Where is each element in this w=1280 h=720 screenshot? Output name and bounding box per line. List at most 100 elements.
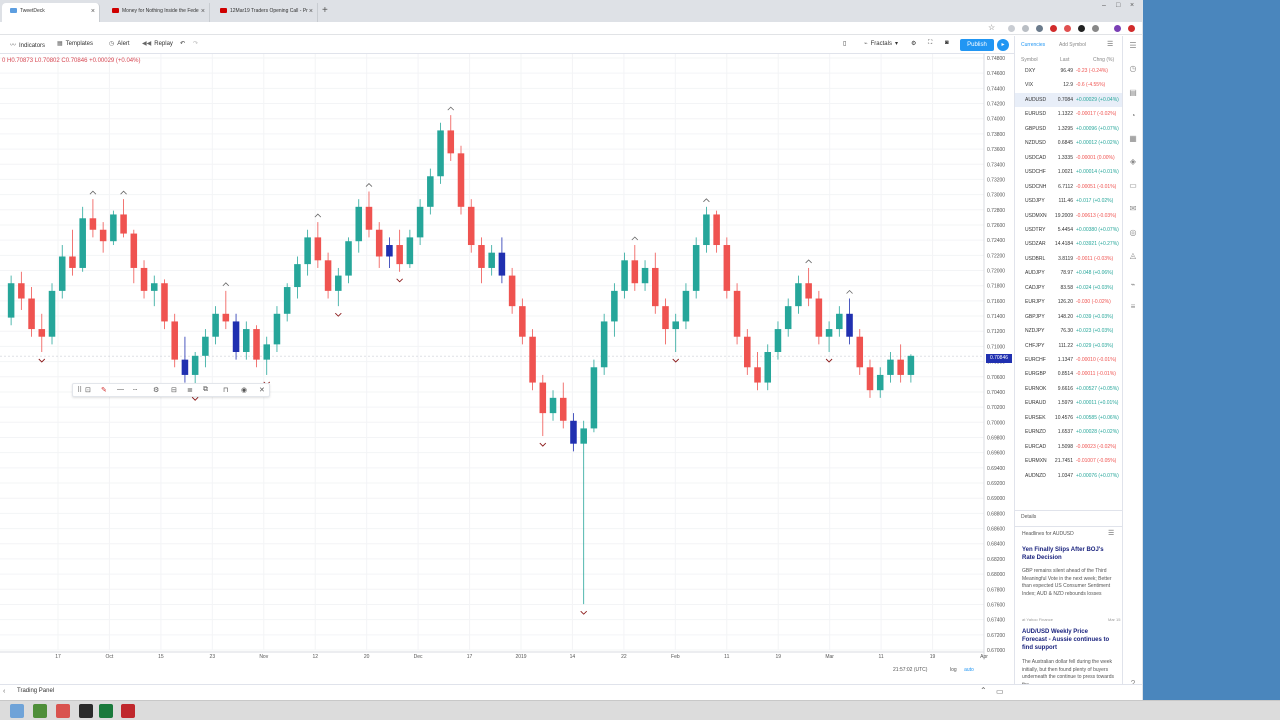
redo-button[interactable]: ↷: [193, 41, 199, 47]
column-last[interactable]: Last: [1060, 57, 1070, 63]
pencil-icon[interactable]: ✎: [101, 387, 107, 394]
watchlist-row[interactable]: EURNZD 1.6537 +0.00028 (+0.02%): [1015, 425, 1123, 439]
minimize-window-icon[interactable]: –: [1102, 2, 1106, 9]
watchlist-row[interactable]: AUDJPY 78.97 +0.048 (+0.06%): [1015, 266, 1123, 280]
visibility-eye-icon[interactable]: ◉: [241, 387, 248, 394]
details-toggle[interactable]: Details: [1015, 510, 1123, 522]
line-style-icon[interactable]: ┄: [133, 387, 138, 394]
watchlist-row[interactable]: EURGBP 0.8514 -0.00011 (-0.01%): [1015, 367, 1123, 381]
settings-gear-icon[interactable]: ⚙: [153, 387, 160, 394]
ideas-bulb-icon[interactable]: ◈: [1129, 157, 1137, 166]
taskbar-app-icon[interactable]: [10, 704, 24, 718]
browser-tab-tweetdeck[interactable]: TweetDeck ×: [2, 3, 100, 22]
extension-icon[interactable]: [1078, 25, 1085, 32]
close-tab-icon[interactable]: ×: [90, 8, 95, 15]
notifications-bell-icon[interactable]: ◬: [1129, 251, 1137, 260]
watchlist-row[interactable]: EURAUD 1.5979 +0.00011 (+0.01%): [1015, 396, 1123, 410]
browser-tab-money-for-nothing[interactable]: Money for Nothing Inside the Fede ×: [104, 3, 210, 22]
publish-button[interactable]: Publish: [960, 39, 994, 51]
taskbar-app-icon[interactable]: [33, 704, 47, 718]
watchlist-row[interactable]: USDMXN 19.2009 -0.00613 (-0.03%): [1015, 209, 1123, 223]
chevron-up-icon[interactable]: ⌃: [980, 686, 987, 695]
menu-icon[interactable]: ☰: [1107, 41, 1114, 48]
templates-button[interactable]: ▦ Templates: [57, 40, 93, 47]
close-tab-icon[interactable]: ×: [200, 8, 205, 15]
extension-icon[interactable]: [1008, 25, 1015, 32]
messages-icon[interactable]: ✉: [1129, 204, 1137, 213]
hotlist-icon[interactable]: ◔: [1130, 111, 1136, 120]
extension-icon[interactable]: [1050, 25, 1057, 32]
watchlist-row[interactable]: EURCAD 1.5098 -0.00023 (-0.02%): [1015, 440, 1123, 454]
fullscreen-icon[interactable]: ⛶: [928, 40, 933, 46]
close-tab-icon[interactable]: ×: [308, 8, 313, 15]
alert-button[interactable]: ◷ Alert: [109, 40, 130, 47]
indicators-button[interactable]: 〰 Indicators: [10, 40, 45, 49]
watchlist-row[interactable]: EURNOK 9.6616 +0.00527 (+0.05%): [1015, 382, 1123, 396]
replay-button[interactable]: ◀◀ Replay: [142, 40, 173, 47]
chat-icon[interactable]: ▭: [1129, 181, 1137, 190]
trash-icon[interactable]: ✕: [259, 387, 265, 394]
extension-icon[interactable]: [1036, 25, 1043, 32]
column-change[interactable]: Chng (%): [1093, 57, 1115, 63]
taskbar-app-icon[interactable]: [121, 704, 135, 718]
clone-icon[interactable]: ⧉: [203, 386, 208, 393]
watchlist-row[interactable]: VIX 12.9 -0.6 (-4.55%): [1015, 78, 1123, 92]
layout-icon[interactable]: ▯: [843, 41, 847, 47]
watchlist-row[interactable]: USDZAR 14.4184 +0.03921 (+0.27%): [1015, 237, 1123, 251]
settings-gear-icon[interactable]: ⚙: [911, 41, 917, 47]
object-tree-icon[interactable]: ⊟: [171, 387, 177, 394]
alerts-clock-icon[interactable]: ◷: [1129, 64, 1137, 73]
drag-handle-icon[interactable]: ⠿: [77, 387, 83, 394]
calendar-icon[interactable]: ▦: [1129, 134, 1137, 143]
watchlist-row[interactable]: USDBRL 3.8119 -0.0011 (-0.03%): [1015, 252, 1123, 266]
watchlist-tab-currencies[interactable]: Currencies: [1021, 42, 1046, 48]
maximize-window-icon[interactable]: □: [1116, 2, 1121, 9]
data-window-icon[interactable]: ▤: [1129, 88, 1137, 97]
column-symbol[interactable]: Symbol: [1021, 57, 1038, 63]
template-icon[interactable]: ⊡: [85, 387, 91, 394]
streams-icon[interactable]: ◎: [1129, 228, 1137, 237]
extension-icon[interactable]: [1064, 25, 1071, 32]
watchlist-row[interactable]: DXY 96.49 -0.23 (-0.24%): [1015, 64, 1123, 78]
watchlist-row[interactable]: NZDUSD 0.6845 +0.00012 (+0.02%): [1015, 136, 1123, 150]
undo-button[interactable]: ↶: [180, 41, 186, 47]
taskbar-app-icon[interactable]: [99, 704, 113, 718]
taskbar-app-icon[interactable]: [79, 704, 93, 718]
lock-icon[interactable]: ⊓: [223, 387, 229, 394]
profile-avatar[interactable]: [1114, 25, 1121, 32]
auto-scale-toggle[interactable]: auto: [964, 667, 974, 673]
watchlist-row[interactable]: NZDJPY 76.30 +0.023 (+0.03%): [1015, 324, 1123, 338]
extension-icon[interactable]: [1092, 25, 1099, 32]
camera-icon[interactable]: ◙: [945, 40, 949, 46]
add-symbol-button[interactable]: Add Symbol: [1059, 42, 1086, 48]
watchlist-row[interactable]: USDTRY 5.4454 +0.00380 (+0.07%): [1015, 223, 1123, 237]
watchlist-row[interactable]: USDCNH 6.7112 -0.00051 (-0.01%): [1015, 180, 1123, 194]
log-scale-toggle[interactable]: log: [950, 667, 957, 673]
watchlist-row[interactable]: EURJPY 126.20 -0.030 (-0.02%): [1015, 295, 1123, 309]
watchlist-row[interactable]: GBPUSD 1.3295 +0.00096 (+0.07%): [1015, 122, 1123, 136]
line-width-icon[interactable]: —: [117, 386, 124, 393]
watchlist-row[interactable]: AUDNZD 1.0347 +0.00076 (+0.07%): [1015, 469, 1123, 483]
watchlist-row[interactable]: EURSEK 10.4576 +0.00585 (+0.06%): [1015, 411, 1123, 425]
watchlist-row[interactable]: AUDUSD 0.7084 +0.00029 (+0.04%): [1015, 92, 1123, 107]
dom-icon[interactable]: ≡: [1130, 302, 1136, 311]
watchlist-row[interactable]: USDCAD 1.3335 -0.00001 (0.00%): [1015, 151, 1123, 165]
price-chart[interactable]: 0.74800 0.74600 0.74400 0.74200 0.74000 0.738…: [0, 54, 1014, 684]
extension-icon[interactable]: [1022, 25, 1029, 32]
watchlist-row[interactable]: EURMXN 21.7451 -0.01007 (-0.05%): [1015, 454, 1123, 468]
watchlist-row[interactable]: USDCHF 1.0021 +0.00014 (+0.01%): [1015, 165, 1123, 179]
watchlist-row[interactable]: CADJPY 83.58 +0.024 (+0.03%): [1015, 281, 1123, 295]
watchlist-row[interactable]: GBPJPY 148.20 +0.039 (+0.03%): [1015, 310, 1123, 324]
fractals-study-button[interactable]: ⌁ Fractals ▾: [864, 40, 898, 47]
headline-title[interactable]: AUD/USD Weekly Price Forecast - Aussie c…: [1022, 629, 1110, 651]
chevron-left-icon[interactable]: ‹: [3, 688, 6, 695]
trading-panel-tab[interactable]: Trading Panel: [17, 688, 55, 694]
order-panel-icon[interactable]: ⌁: [1130, 280, 1136, 289]
menu-icon[interactable]: ☰: [1108, 530, 1115, 537]
close-window-icon[interactable]: ×: [1130, 2, 1135, 9]
watchlist-row[interactable]: EURCHF 1.1347 -0.00010 (-0.01%): [1015, 353, 1123, 367]
maximize-panel-icon[interactable]: ▭: [996, 687, 1004, 696]
headline-title[interactable]: Yen Finally Slips After BOJ's Rate Decis…: [1022, 547, 1104, 561]
browser-tab-traders-opening-call[interactable]: 12Mar19 Traders Opening Call - Pr ×: [212, 3, 318, 22]
layers-icon[interactable]: ≣: [187, 387, 193, 394]
